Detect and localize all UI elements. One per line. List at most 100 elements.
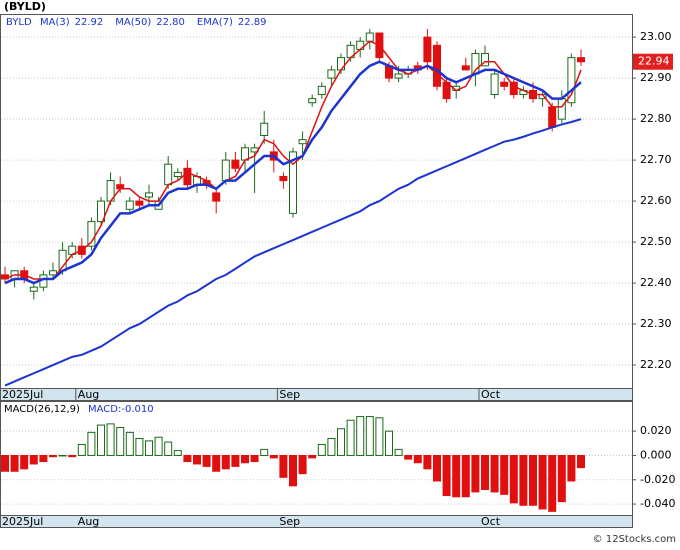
macd-bar bbox=[289, 454, 297, 487]
ma-line bbox=[4, 40, 582, 280]
macd-bar bbox=[106, 423, 115, 456]
x-tick-label: Aug bbox=[78, 388, 99, 401]
macd-bar bbox=[317, 444, 326, 456]
macd-bar bbox=[135, 437, 144, 456]
macd-bar bbox=[279, 454, 288, 478]
macd-bar bbox=[145, 440, 153, 456]
candle-body bbox=[164, 163, 173, 186]
y-tick-label: 22.20 bbox=[640, 358, 672, 371]
macd-bar bbox=[269, 454, 278, 459]
macd-bar bbox=[375, 417, 384, 456]
macd-bar bbox=[193, 454, 201, 465]
macd-bar bbox=[567, 454, 576, 482]
candle-body bbox=[97, 200, 105, 223]
candle-body bbox=[125, 200, 134, 210]
macd-bar bbox=[471, 454, 480, 493]
macd-bar bbox=[481, 454, 489, 490]
macd-bar bbox=[423, 454, 432, 470]
legend-value: 22.89 bbox=[238, 17, 267, 28]
macd-legend: MACD:-0.010 bbox=[88, 404, 154, 415]
macd-bar bbox=[154, 436, 163, 456]
candle-body bbox=[337, 57, 345, 71]
candle-body bbox=[87, 221, 96, 247]
y-tick-label: 0.020 bbox=[640, 424, 672, 437]
y-tick-label: 22.70 bbox=[640, 153, 672, 166]
macd-bar bbox=[452, 454, 461, 498]
candle-body bbox=[298, 139, 307, 145]
candle-body bbox=[260, 122, 269, 137]
y-tick-label: 22.40 bbox=[640, 276, 672, 289]
legend-name: MA(50) bbox=[115, 17, 151, 28]
candle-body bbox=[481, 53, 489, 67]
macd-bar bbox=[87, 431, 96, 456]
candle-body bbox=[490, 73, 499, 96]
last-price-tag bbox=[633, 53, 673, 70]
macd-bar bbox=[327, 437, 336, 456]
macd-bar bbox=[49, 454, 57, 458]
candle-body bbox=[145, 192, 153, 198]
candle-body bbox=[500, 81, 509, 87]
candle-body bbox=[548, 106, 557, 128]
macd-bar bbox=[538, 454, 547, 510]
macd-bar bbox=[212, 454, 221, 472]
candle-body bbox=[212, 192, 221, 202]
y-tick-label: 23.00 bbox=[640, 30, 672, 43]
ma-line bbox=[4, 118, 582, 387]
y-tick-label: 22.50 bbox=[640, 235, 672, 248]
y-tick-label: -0.040 bbox=[640, 497, 675, 510]
candle-body bbox=[461, 65, 470, 71]
candle-body bbox=[135, 200, 144, 206]
footer: © 12Stocks.com bbox=[593, 534, 676, 545]
macd-bar bbox=[337, 428, 345, 456]
macd-bar bbox=[58, 454, 67, 457]
x-tick-label: Sep bbox=[279, 388, 300, 401]
candle-body bbox=[231, 159, 240, 169]
macd-bar bbox=[125, 431, 134, 456]
macd-bar bbox=[490, 454, 499, 493]
macd-bar bbox=[394, 448, 403, 456]
macd-bar bbox=[519, 454, 528, 506]
macd-bar bbox=[164, 441, 173, 456]
candle-body bbox=[423, 36, 432, 63]
y-tick-label: 0.000 bbox=[640, 448, 672, 461]
legend-name: MA(3) bbox=[40, 17, 70, 28]
y-tick-label: -0.020 bbox=[640, 473, 675, 486]
macd-bar bbox=[97, 424, 105, 456]
candle-body bbox=[308, 98, 317, 104]
macd-bar bbox=[77, 444, 86, 456]
y-tick-label: 22.90 bbox=[640, 71, 672, 84]
title: (BYLD) bbox=[4, 0, 46, 13]
candle-body bbox=[29, 286, 38, 292]
candle-body bbox=[394, 73, 403, 79]
macd-bar bbox=[183, 454, 192, 463]
macd-bar bbox=[68, 454, 77, 458]
macd-bar bbox=[260, 448, 269, 456]
candle-body bbox=[183, 167, 192, 186]
macd-bar bbox=[250, 454, 259, 463]
macd-bar bbox=[404, 454, 413, 460]
macd-bar bbox=[1, 454, 9, 472]
macd-bar bbox=[577, 454, 585, 469]
macd-bar bbox=[241, 454, 249, 464]
candle-body bbox=[327, 69, 336, 79]
candle-body bbox=[221, 159, 230, 182]
candle-body bbox=[557, 98, 566, 120]
candle-body bbox=[49, 270, 57, 276]
macd-bar bbox=[221, 454, 230, 470]
ma-line bbox=[4, 60, 582, 285]
macd-bar bbox=[461, 454, 470, 498]
candle-body bbox=[317, 85, 326, 96]
legend-name: EMA(7) bbox=[197, 17, 233, 28]
candle-body bbox=[173, 171, 182, 177]
x-tick-label: Oct bbox=[481, 515, 501, 528]
last-price-label: 22.94 bbox=[638, 55, 670, 68]
macd-bar bbox=[356, 416, 365, 456]
macd-bar bbox=[365, 416, 374, 456]
y-tick-label: 22.60 bbox=[640, 194, 672, 207]
macd-bar bbox=[202, 454, 211, 467]
macd-panel bbox=[0, 401, 633, 516]
macd-bar bbox=[346, 419, 355, 456]
candle-body bbox=[289, 151, 297, 214]
candle-body bbox=[577, 57, 585, 63]
x-tick-label: Sep bbox=[279, 515, 300, 528]
